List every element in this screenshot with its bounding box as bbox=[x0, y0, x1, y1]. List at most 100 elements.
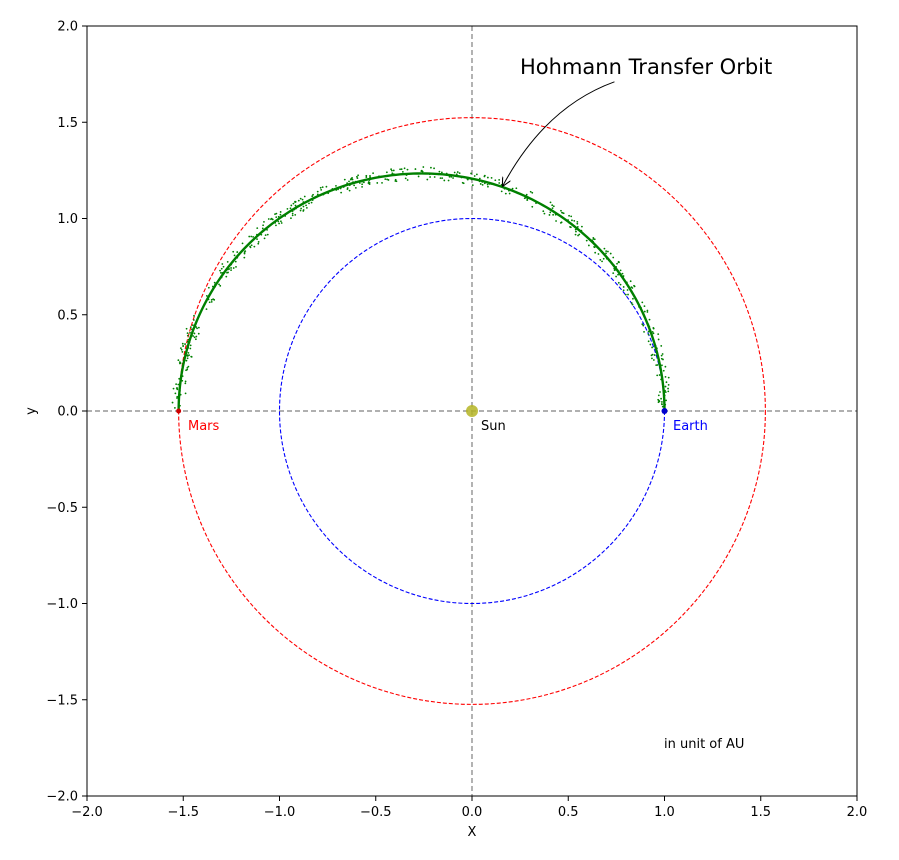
scatter-point bbox=[486, 183, 489, 186]
scatter-point bbox=[406, 179, 409, 181]
scatter-point bbox=[417, 175, 420, 178]
scatter-point bbox=[249, 245, 251, 248]
scatter-point bbox=[256, 238, 258, 240]
scatter-point bbox=[197, 332, 200, 335]
scatter-point bbox=[340, 191, 343, 194]
scatter-point bbox=[232, 250, 235, 253]
scatter-point bbox=[605, 250, 608, 253]
scatter-point bbox=[426, 178, 429, 181]
scatter-point bbox=[372, 172, 374, 175]
scatter-point bbox=[500, 190, 503, 193]
scatter-point bbox=[420, 170, 423, 172]
scatter-point bbox=[657, 394, 660, 397]
scatter-point bbox=[587, 244, 590, 247]
scatter-point bbox=[462, 182, 465, 185]
scatter-point bbox=[349, 178, 352, 181]
scatter-point bbox=[605, 252, 607, 255]
scatter-point bbox=[612, 272, 615, 275]
scatter-point bbox=[662, 369, 665, 372]
scatter-point bbox=[391, 172, 394, 175]
scatter-point bbox=[455, 173, 458, 176]
x-tick-label: 0.5 bbox=[558, 805, 579, 820]
scatter-point bbox=[386, 178, 388, 181]
sun-label: Sun bbox=[481, 419, 506, 434]
scatter-point bbox=[653, 354, 656, 356]
scatter-point bbox=[302, 205, 305, 208]
scatter-point bbox=[354, 186, 357, 189]
scatter-point bbox=[483, 175, 486, 178]
scatter-point bbox=[186, 368, 189, 371]
scatter-point bbox=[189, 344, 192, 347]
scatter-point bbox=[278, 222, 280, 225]
scatter-point bbox=[385, 171, 388, 174]
x-tick-label: 1.0 bbox=[654, 805, 675, 820]
scatter-point bbox=[182, 345, 185, 347]
scatter-point bbox=[394, 178, 397, 181]
scatter-point bbox=[312, 193, 314, 196]
transfer-orbit-line bbox=[177, 172, 666, 412]
scatter-point bbox=[174, 392, 177, 395]
scatter-point bbox=[487, 185, 489, 188]
scatter-point bbox=[560, 221, 563, 224]
scatter-point bbox=[525, 193, 528, 196]
scatter-point bbox=[271, 218, 274, 221]
scatter-point bbox=[172, 387, 175, 390]
scatter-point bbox=[305, 206, 308, 209]
scatter-point bbox=[570, 215, 573, 218]
scatter-point bbox=[343, 178, 346, 181]
scatter-point bbox=[658, 374, 661, 376]
scatter-point bbox=[656, 364, 659, 366]
scatter-point bbox=[208, 301, 211, 304]
scatter-point bbox=[263, 220, 265, 223]
scatter-point bbox=[433, 176, 436, 178]
scatter-point bbox=[406, 168, 409, 171]
scatter-point bbox=[308, 202, 310, 205]
scatter-point bbox=[660, 345, 663, 347]
scatter-point bbox=[186, 366, 189, 369]
scatter-point bbox=[262, 224, 265, 227]
scatter-point bbox=[649, 343, 652, 346]
x-tick-label: 0.0 bbox=[462, 805, 483, 820]
scatter-point bbox=[290, 204, 293, 207]
annotation-text: Hohmann Transfer Orbit bbox=[520, 55, 772, 79]
scatter-point bbox=[526, 199, 529, 202]
scatter-point bbox=[551, 207, 554, 209]
scatter-point bbox=[643, 310, 646, 313]
scatter-point bbox=[664, 376, 667, 378]
scatter-point bbox=[267, 218, 270, 220]
scatter-point bbox=[662, 358, 664, 361]
scatter-point bbox=[529, 190, 532, 193]
scatter-point bbox=[305, 204, 307, 207]
y-tick-label: 1.0 bbox=[57, 212, 78, 227]
scatter-point bbox=[257, 242, 260, 245]
x-tick-label: −1.0 bbox=[264, 805, 296, 820]
scatter-point bbox=[511, 187, 514, 190]
scatter-point bbox=[574, 233, 577, 236]
scatter-point bbox=[602, 257, 605, 260]
scatter-point bbox=[624, 293, 627, 296]
scatter-point bbox=[646, 311, 649, 313]
scatter-point bbox=[353, 184, 356, 187]
scatter-point bbox=[299, 197, 302, 200]
scatter-point bbox=[441, 177, 444, 180]
scatter-point bbox=[264, 234, 267, 237]
scatter-point bbox=[188, 354, 190, 357]
scatter-point bbox=[189, 326, 192, 329]
scatter-point bbox=[174, 407, 176, 409]
scatter-point bbox=[657, 338, 660, 341]
scatter-point bbox=[210, 301, 213, 303]
scatter-point bbox=[279, 213, 282, 216]
scatter-point bbox=[607, 250, 609, 253]
scatter-point bbox=[617, 261, 620, 264]
y-tick-label: 0.0 bbox=[57, 405, 78, 420]
scatter-point bbox=[291, 214, 294, 217]
scatter-point bbox=[651, 357, 653, 360]
scatter-point bbox=[622, 286, 625, 288]
scatter-point bbox=[179, 362, 181, 365]
scatter-point bbox=[205, 295, 208, 297]
scatter-point bbox=[235, 265, 237, 268]
scatter-point bbox=[560, 209, 562, 212]
scatter-point bbox=[299, 209, 302, 212]
scatter-point bbox=[310, 201, 313, 204]
scatter-point bbox=[599, 258, 602, 261]
